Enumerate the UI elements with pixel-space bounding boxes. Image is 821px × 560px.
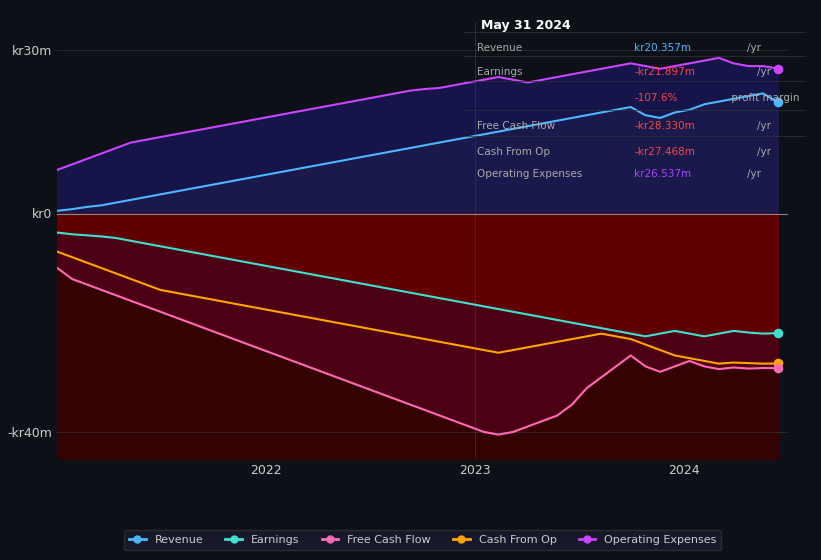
Text: -kr28.330m: -kr28.330m — [635, 122, 695, 132]
Text: May 31 2024: May 31 2024 — [481, 19, 571, 32]
Point — [771, 329, 784, 338]
Text: -107.6%: -107.6% — [635, 92, 677, 102]
Text: /yr: /yr — [757, 147, 771, 157]
Text: Operating Expenses: Operating Expenses — [478, 169, 583, 179]
Point — [771, 363, 784, 372]
Text: -kr21.897m: -kr21.897m — [635, 67, 695, 77]
Point — [771, 64, 784, 73]
Text: kr26.537m: kr26.537m — [635, 169, 691, 179]
Text: Revenue: Revenue — [478, 43, 523, 53]
Text: /yr: /yr — [757, 122, 771, 132]
Text: Cash From Op: Cash From Op — [478, 147, 551, 157]
Legend: Revenue, Earnings, Free Cash Flow, Cash From Op, Operating Expenses: Revenue, Earnings, Free Cash Flow, Cash … — [125, 530, 721, 550]
Text: /yr: /yr — [757, 67, 771, 77]
Text: /yr: /yr — [747, 169, 761, 179]
Text: -kr27.468m: -kr27.468m — [635, 147, 695, 157]
Text: /yr: /yr — [747, 43, 761, 53]
Text: profit margin: profit margin — [728, 92, 800, 102]
Text: kr20.357m: kr20.357m — [635, 43, 691, 53]
Text: Free Cash Flow: Free Cash Flow — [478, 122, 556, 132]
Point — [771, 359, 784, 368]
Text: Earnings: Earnings — [478, 67, 523, 77]
Point — [771, 98, 784, 107]
